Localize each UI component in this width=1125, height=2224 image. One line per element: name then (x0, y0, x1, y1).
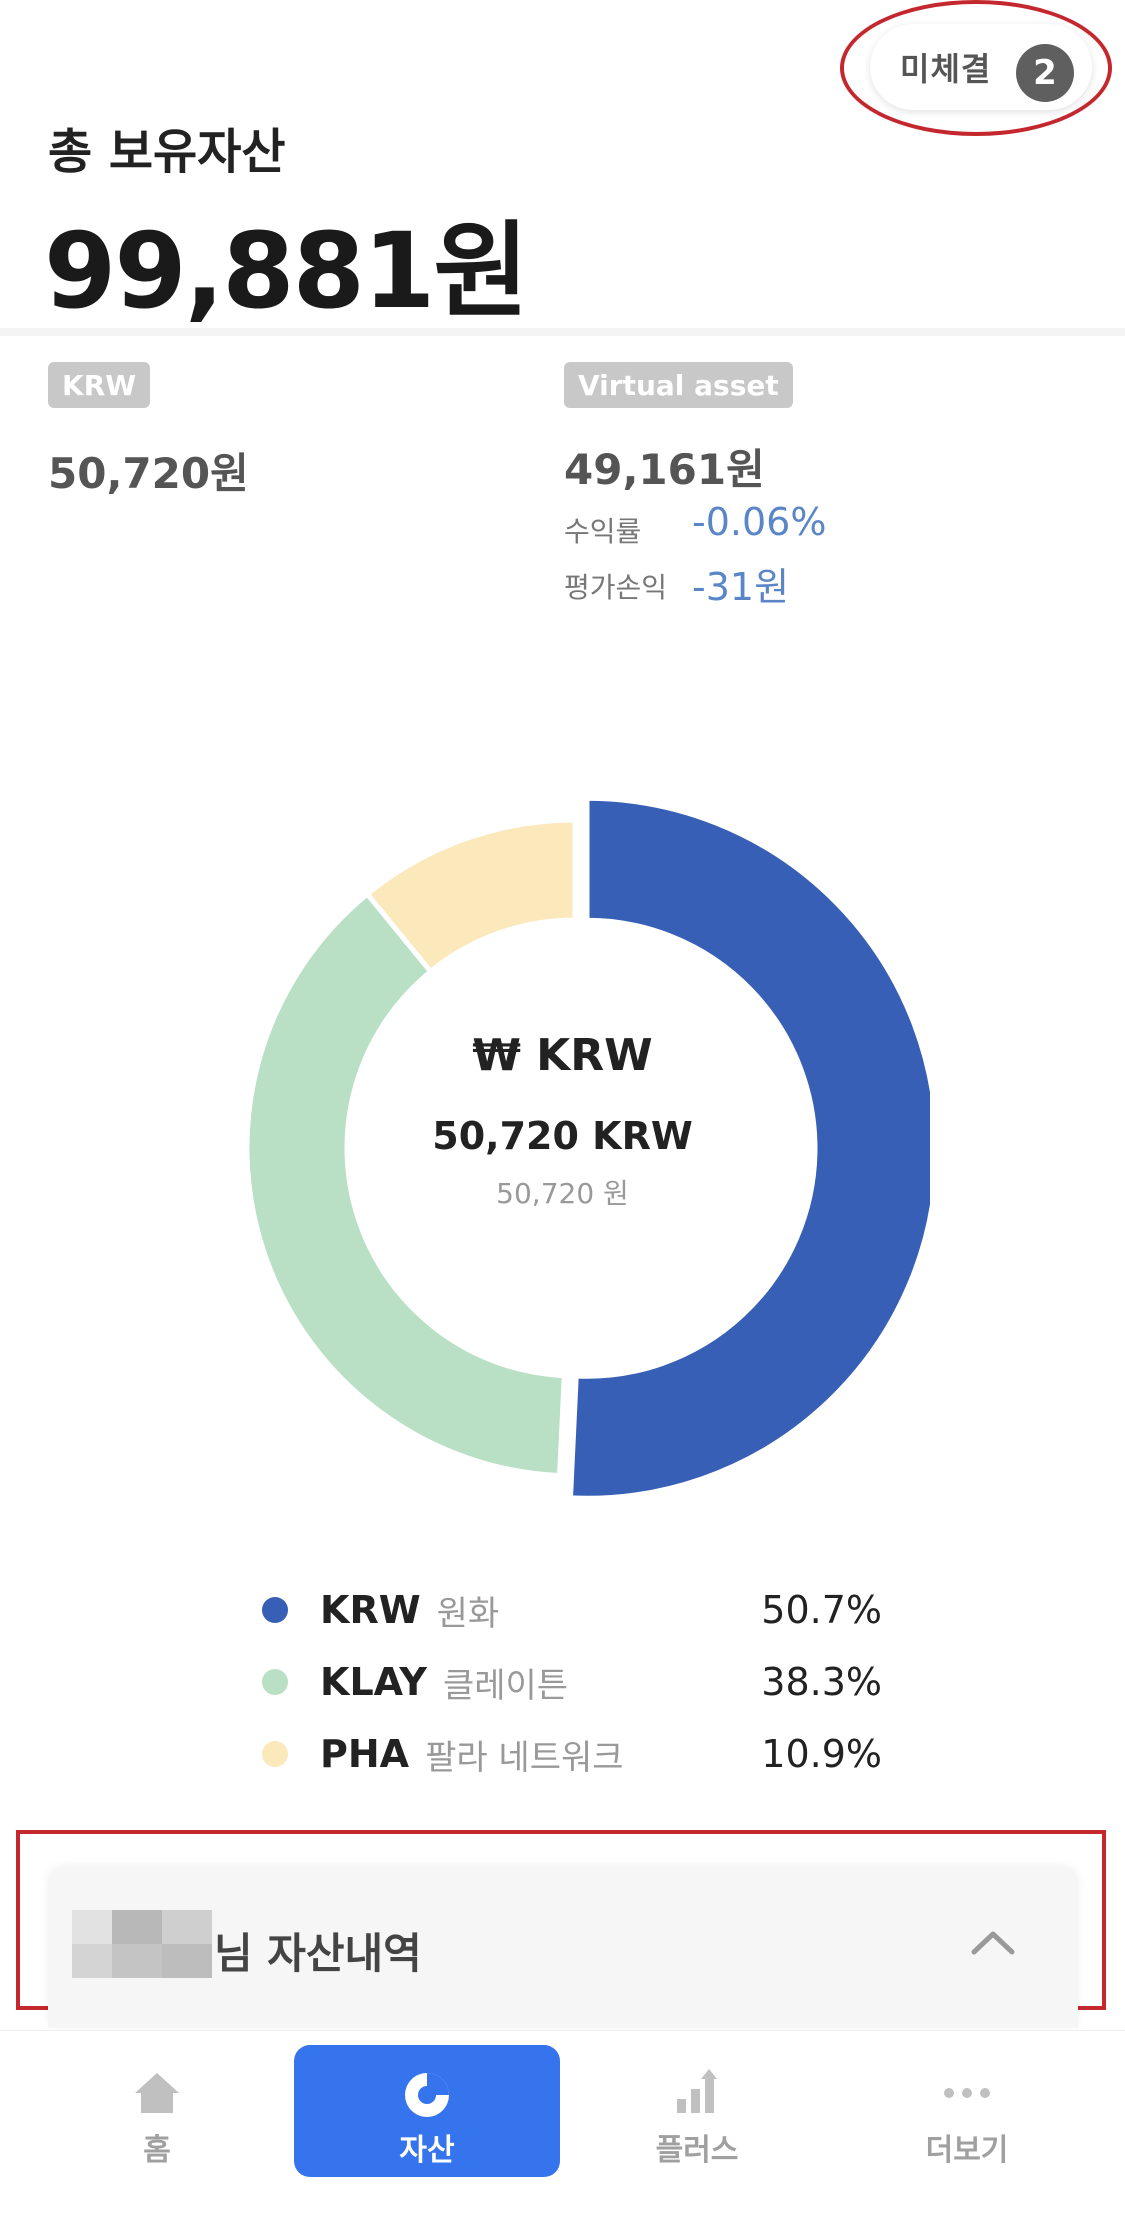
legend-name: 클레이튼 (442, 1665, 569, 1706)
donut-center-title: ₩ KRW (472, 1030, 653, 1081)
legend-pct: 50.7% (761, 1588, 882, 1632)
asset-history-header[interactable]: 님 자산내역 (48, 1868, 1078, 2028)
nav-home-label: 홈 (143, 2133, 171, 2168)
legend-code: PHA (320, 1732, 410, 1776)
pending-highlight-outline (840, 0, 1112, 136)
legend-name: 원화 (436, 1593, 500, 1634)
pending-orders-button[interactable]: 미체결 2 (870, 24, 1092, 110)
pending-orders-label: 미체결 (900, 50, 992, 88)
bottom-navigation: 홈 자산 플러스 더보기 (0, 2030, 1125, 2224)
pnl-value: -31원 (692, 565, 790, 609)
donut-slice-pha[interactable] (363, 817, 578, 976)
donut-center-sub: 50,720 원 (496, 1177, 629, 1210)
nav-plus-label: 플러스 (655, 2133, 739, 2168)
legend-code: KRW (320, 1588, 421, 1632)
home-icon (135, 2073, 179, 2113)
legend-item-klay[interactable]: KLAY 클레이튼 38.3% (262, 1646, 882, 1718)
section-divider (0, 328, 1125, 336)
donut-center-amount: 50,720 KRW (432, 1114, 693, 1158)
donut-slice-krw[interactable] (567, 795, 940, 1501)
more-dots-icon (944, 2088, 990, 2098)
nav-home[interactable]: 홈 (24, 2045, 290, 2177)
allocation-donut-chart[interactable] (220, 780, 940, 1510)
blurred-username (72, 1910, 212, 1978)
bar-chart-icon (677, 2069, 717, 2113)
donut-svg (244, 795, 940, 1501)
virtual-asset-amount: 49,161원 (564, 445, 765, 494)
nav-asset-label: 자산 (399, 2133, 455, 2168)
pie-chart-icon (405, 2073, 449, 2117)
nav-more-label: 더보기 (925, 2133, 1009, 2168)
krw-tag: KRW (48, 362, 151, 408)
legend-dot-icon (262, 1741, 288, 1767)
header: 미체결 2 총 보유자산 99,881원 (0, 0, 1125, 332)
return-rate-value: -0.06% (692, 500, 827, 544)
krw-amount: 50,720원 (48, 449, 249, 498)
nav-plus[interactable]: 플러스 (564, 2045, 830, 2177)
legend-name: 팔라 네트워크 (425, 1737, 624, 1778)
total-assets-amount: 99,881원 (44, 210, 529, 332)
asset-history-title: 님 자산내역 (214, 1929, 422, 1978)
total-assets-label: 총 보유자산 (48, 124, 286, 180)
legend-item-krw[interactable]: KRW 원화 50.7% (262, 1574, 882, 1646)
pnl-label: 평가손익 (564, 571, 668, 604)
legend-dot-icon (262, 1597, 288, 1623)
return-rate-label: 수익률 (564, 515, 642, 548)
legend-pct: 10.9% (761, 1732, 882, 1776)
donut-slice-klay[interactable] (244, 890, 567, 1479)
nav-more[interactable]: 더보기 (834, 2045, 1100, 2177)
legend-pct: 38.3% (761, 1660, 882, 1704)
legend-dot-icon (262, 1669, 288, 1695)
pending-count-badge: 2 (1016, 44, 1074, 102)
nav-asset[interactable]: 자산 (294, 2045, 560, 2177)
chevron-up-icon[interactable] (968, 1918, 1018, 1968)
virtual-asset-tag: Virtual asset (564, 362, 793, 408)
chart-legend: KRW 원화 50.7% KLAY 클레이튼 38.3% PHA 팔라 네트워크… (262, 1574, 882, 1790)
legend-item-pha[interactable]: PHA 팔라 네트워크 10.9% (262, 1718, 882, 1790)
legend-code: KLAY (320, 1660, 427, 1704)
